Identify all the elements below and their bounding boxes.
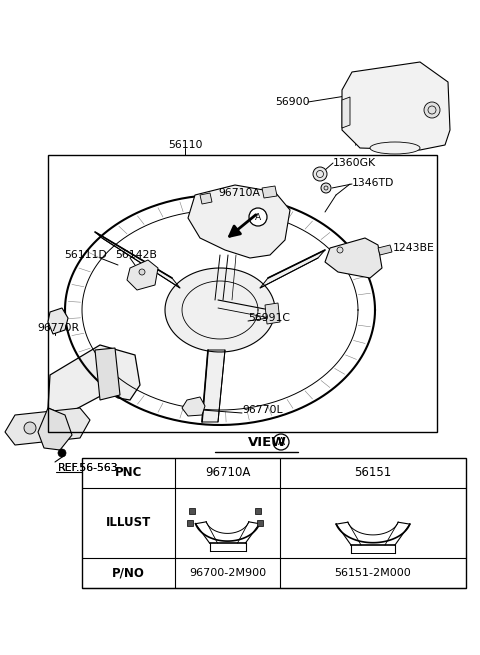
Bar [187,520,192,526]
Polygon shape [202,350,225,422]
Text: 96710A: 96710A [218,188,260,198]
Circle shape [313,167,327,181]
Text: 96700-2M900: 96700-2M900 [189,568,266,578]
Circle shape [321,183,331,193]
Polygon shape [48,308,68,334]
Polygon shape [378,245,392,255]
Polygon shape [188,185,290,258]
Text: 1243BE: 1243BE [393,243,435,253]
Bar [256,520,263,526]
Text: 56111D: 56111D [64,250,107,260]
Bar [48,155,437,432]
Text: 56991C: 56991C [248,313,290,323]
Text: 96770L: 96770L [242,405,283,415]
Circle shape [424,102,440,118]
Polygon shape [48,345,140,415]
Text: A: A [277,437,285,447]
Text: ILLUST: ILLUST [106,517,151,529]
Text: PNC: PNC [115,466,142,479]
Circle shape [139,269,145,275]
Circle shape [273,434,289,450]
Polygon shape [200,193,212,204]
Text: P/NO: P/NO [112,567,145,580]
Text: 56142B: 56142B [115,250,157,260]
Polygon shape [342,97,350,128]
Bar [82,458,466,588]
Polygon shape [265,303,280,324]
Polygon shape [5,408,90,445]
Text: 96770R: 96770R [37,323,79,333]
Bar [254,508,261,514]
Circle shape [24,422,36,434]
Text: 56900: 56900 [276,97,310,107]
Text: 1360GK: 1360GK [333,158,376,168]
Text: A: A [255,212,261,221]
Polygon shape [38,408,72,450]
Polygon shape [325,238,382,278]
Circle shape [337,247,343,253]
Ellipse shape [370,142,420,154]
Polygon shape [260,250,325,288]
Polygon shape [342,62,450,150]
Polygon shape [127,260,158,290]
Text: 56151: 56151 [354,466,392,479]
Polygon shape [95,348,120,400]
Polygon shape [165,268,275,352]
Text: REF.56-563: REF.56-563 [58,463,119,473]
Circle shape [249,208,267,226]
Polygon shape [182,397,205,416]
Text: 96710A: 96710A [205,466,250,479]
Polygon shape [95,232,180,288]
Bar [189,508,194,514]
Text: VIEW: VIEW [248,436,287,449]
Circle shape [58,449,66,457]
Text: 56110: 56110 [168,140,202,150]
Polygon shape [262,186,277,198]
Text: 1346TD: 1346TD [352,178,395,188]
Text: 56151-2M000: 56151-2M000 [335,568,411,578]
Text: REF.56-563: REF.56-563 [58,463,119,473]
